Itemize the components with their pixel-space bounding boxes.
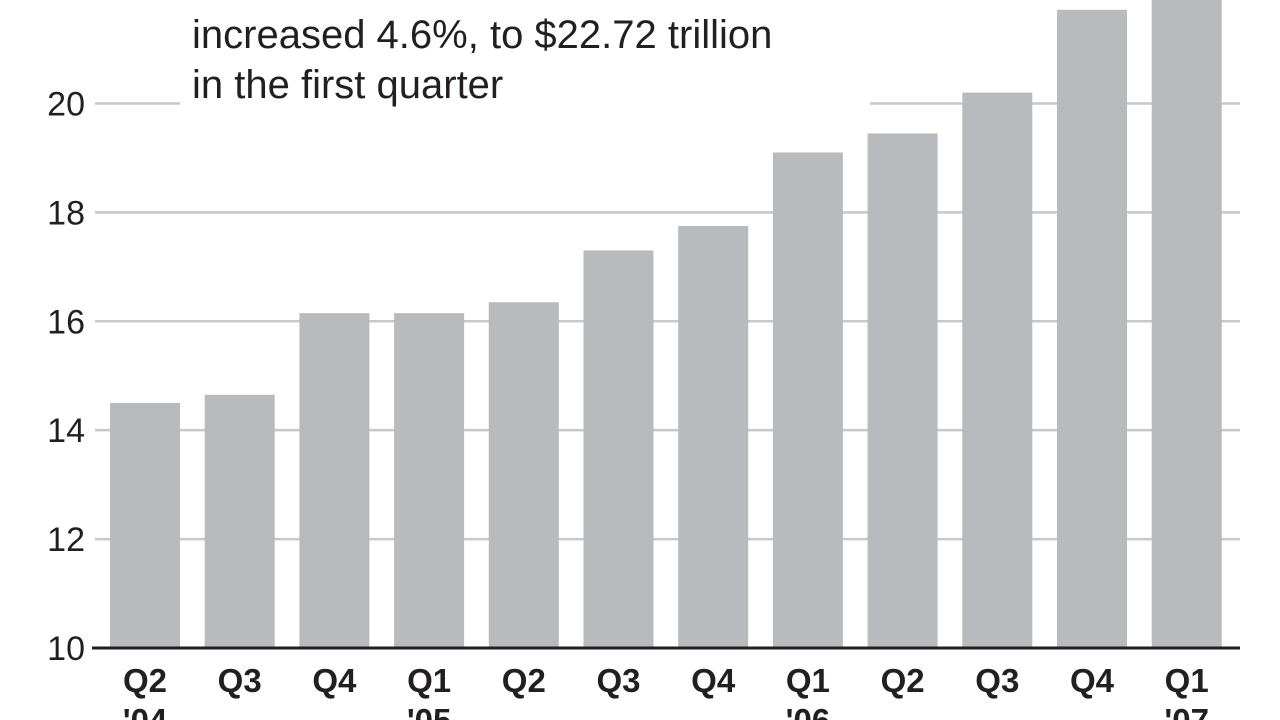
x-year-label: '04 [123, 702, 168, 720]
x-tick-label: Q3 [975, 662, 1019, 699]
x-tick-label: Q1 [786, 662, 830, 699]
x-tick-label: Q2 [881, 662, 925, 699]
bar [1057, 9, 1127, 648]
bar [867, 133, 938, 649]
x-year-label: '05 [407, 702, 452, 720]
bar [204, 394, 275, 648]
x-tick-label: Q4 [1070, 662, 1115, 699]
labels: 10 12 14 16 18 20 Q2 '04 Q3 Q4 Q1 '05 Q2 Q3 Q4 Q1 '06 Q2 Q… [47, 85, 1209, 720]
annotation-line-1: increased 4.6%, to $22.72 trillion [192, 13, 772, 57]
bar [1151, 0, 1222, 648]
y-tick-label: 12 [47, 521, 85, 559]
bar [772, 152, 843, 648]
bars [110, 0, 1222, 649]
x-tick-label: Q1 [1165, 662, 1209, 699]
y-tick-label: 10 [47, 630, 85, 668]
bar [678, 225, 749, 648]
x-tick-label: Q3 [596, 662, 640, 699]
bar [394, 313, 465, 648]
x-year-label: '06 [786, 702, 831, 720]
y-tick-label: 14 [47, 412, 85, 450]
x-tick-label: Q4 [312, 662, 357, 699]
annotation-background [180, 0, 870, 108]
x-tick-label: Q2 [502, 662, 546, 699]
bar [962, 92, 1033, 649]
x-tick-label: Q2 [123, 662, 167, 699]
x-tick-label: Q3 [218, 662, 262, 699]
y-tick-label: 20 [47, 85, 85, 123]
bar [299, 313, 370, 648]
bar [110, 402, 180, 648]
bar [488, 302, 559, 648]
x-tick-label: Q1 [407, 662, 451, 699]
annotation-line-2: in the first quarter [192, 63, 503, 107]
bar [583, 250, 654, 648]
y-tick-label: 18 [47, 194, 85, 232]
x-year-label: '07 [1164, 702, 1209, 720]
y-tick-label: 16 [47, 303, 85, 341]
annotation: increased 4.6%, to $22.72 trillion in th… [180, 0, 870, 108]
x-tick-label: Q4 [691, 662, 736, 699]
